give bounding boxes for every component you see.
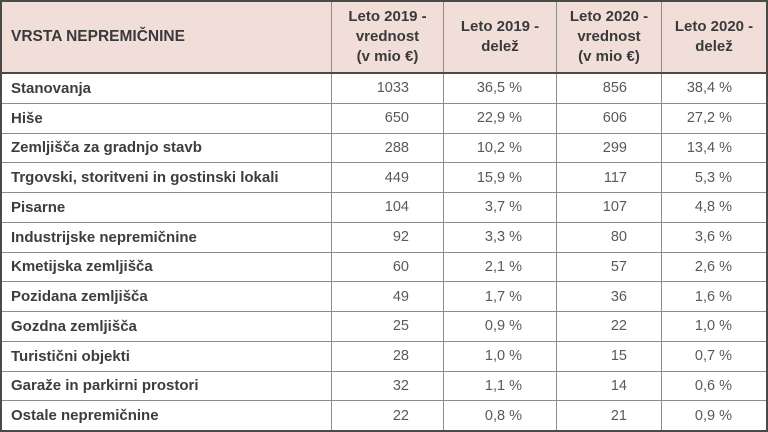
- value-cell-2020-vrednost: 117: [557, 163, 662, 192]
- table-row: Kmetijska zemljišča 60 2,1 % 57 2,6 %: [2, 252, 766, 283]
- table-row: Turistični objekti 28 1,0 % 15 0,7 %: [2, 341, 766, 372]
- value-cell-2020-delez: 2,6 %: [694, 258, 732, 275]
- value-cell-2019-vrednost: 25: [332, 312, 444, 341]
- row-label-cell: Industrijske nepremičnine: [2, 222, 332, 252]
- value-cell-2019-vrednost: 28: [332, 341, 444, 371]
- value-cell-2020-delez: 5,3 %: [694, 169, 732, 186]
- value-cell-2020-vrednost: 21: [557, 401, 662, 430]
- row-label-cell: Hiše: [2, 103, 332, 133]
- value-cell-2020-vrednost: 856: [557, 74, 662, 103]
- table-body: Stanovanja 1033 36,5 % 856 38,4 % Hiše 6…: [2, 74, 766, 430]
- value-cell-2019-delez: 36,5 %: [444, 74, 557, 103]
- value-cell-2020-delez: 1,6 %: [694, 288, 732, 305]
- table-row: Hiše 650 22,9 % 606 27,2 %: [2, 103, 766, 134]
- value-cell-2020-vrednost: 107: [557, 193, 662, 222]
- value-cell-2019-vrednost: 60: [332, 252, 444, 282]
- value-cell-2019-delez: 22,9 %: [444, 103, 557, 133]
- value-cell-2019-delez: 0,9 %: [444, 312, 557, 341]
- value-cell-2019-delez: 1,1 %: [444, 371, 557, 401]
- table-row: Industrijske nepremičnine 92 3,3 % 80 3,…: [2, 222, 766, 253]
- value-cell-2020-delez: 3,6 %: [694, 229, 732, 246]
- row-label-cell: Pisarne: [2, 193, 332, 222]
- value-cell-2019-vrednost: 22: [332, 401, 444, 430]
- column-header-2019-vrednost: Leto 2019 - vrednost (v mio €): [332, 2, 444, 72]
- table-row: Ostale nepremičnine 22 0,8 % 21 0,9 %: [2, 401, 766, 430]
- value-cell-2020-delez: 27,2 %: [686, 110, 732, 127]
- value-cell-2019-delez: 2,1 %: [444, 252, 557, 282]
- table-header-row: VRSTA NEPREMIČNINE Leto 2019 - vrednost …: [2, 2, 766, 74]
- row-label-cell: Zemljišča za gradnjo stavb: [2, 133, 332, 163]
- value-cell-2020-vrednost: 80: [557, 222, 662, 252]
- value-cell-2020-delez: 4,8 %: [694, 199, 732, 216]
- value-cell-2020-delez: 38,4 %: [686, 80, 732, 97]
- row-label-cell: Garaže in parkirni prostori: [2, 371, 332, 401]
- value-cell-2019-vrednost: 650: [332, 103, 444, 133]
- column-header-2020-vrednost: Leto 2020 - vrednost (v mio €): [557, 2, 662, 72]
- value-cell-2020-vrednost: 22: [557, 312, 662, 341]
- row-label-cell: Ostale nepremičnine: [2, 401, 332, 430]
- table-row: Zemljišča za gradnjo stavb 288 10,2 % 29…: [2, 133, 766, 164]
- value-cell-2019-delez: 0,8 %: [444, 401, 557, 430]
- value-cell-2019-delez: 1,7 %: [444, 282, 557, 311]
- value-cell-2020-vrednost: 299: [557, 133, 662, 163]
- value-cell-2019-delez: 3,3 %: [444, 222, 557, 252]
- value-cell-2020-delez: 0,6 %: [694, 377, 732, 394]
- value-cell-2019-delez: 10,2 %: [444, 133, 557, 163]
- column-header-2020-delez: Leto 2020 - delež: [674, 18, 754, 55]
- table-row: Stanovanja 1033 36,5 % 856 38,4 %: [2, 74, 766, 104]
- value-cell-2020-delez: 0,7 %: [694, 348, 732, 365]
- table-row: Garaže in parkirni prostori 32 1,1 % 14 …: [2, 371, 766, 402]
- value-cell-2020-vrednost: 606: [557, 103, 662, 133]
- value-cell-2019-delez: 3,7 %: [444, 193, 557, 222]
- column-header-2019-delez: Leto 2019 - delež: [444, 2, 557, 72]
- value-cell-2020-vrednost: 57: [557, 252, 662, 282]
- table-row: Gozdna zemljišča 25 0,9 % 22 1,0 %: [2, 312, 766, 342]
- row-label-cell: Trgovski, storitveni in gostinski lokali: [2, 163, 332, 192]
- value-cell-2019-delez: 15,9 %: [444, 163, 557, 192]
- column-header-vrsta-nepremicnine: VRSTA NEPREMIČNINE: [2, 2, 332, 72]
- value-cell-2019-vrednost: 32: [332, 371, 444, 401]
- value-cell-2019-vrednost: 104: [332, 193, 444, 222]
- value-cell-2020-delez: 1,0 %: [694, 318, 732, 335]
- value-cell-2019-vrednost: 449: [332, 163, 444, 192]
- table-row: Trgovski, storitveni in gostinski lokali…: [2, 163, 766, 193]
- value-cell-2020-vrednost: 36: [557, 282, 662, 311]
- row-label-cell: Kmetijska zemljišča: [2, 252, 332, 282]
- value-cell-2019-vrednost: 1033: [332, 74, 444, 103]
- row-label-cell: Pozidana zemljišča: [2, 282, 332, 311]
- table-row: Pisarne 104 3,7 % 107 4,8 %: [2, 193, 766, 223]
- table-row: Pozidana zemljišča 49 1,7 % 36 1,6 %: [2, 282, 766, 312]
- value-cell-2020-vrednost: 15: [557, 341, 662, 371]
- row-label-cell: Stanovanja: [2, 74, 332, 103]
- value-cell-2019-vrednost: 49: [332, 282, 444, 311]
- value-cell-2019-vrednost: 288: [332, 133, 444, 163]
- value-cell-2019-vrednost: 92: [332, 222, 444, 252]
- value-cell-2020-delez: 0,9 %: [694, 407, 732, 424]
- row-label-cell: Gozdna zemljišča: [2, 312, 332, 341]
- value-cell-2020-vrednost: 14: [557, 371, 662, 401]
- value-cell-2020-delez: 13,4 %: [686, 139, 732, 156]
- row-label-cell: Turistični objekti: [2, 341, 332, 371]
- value-cell-2019-delez: 1,0 %: [444, 341, 557, 371]
